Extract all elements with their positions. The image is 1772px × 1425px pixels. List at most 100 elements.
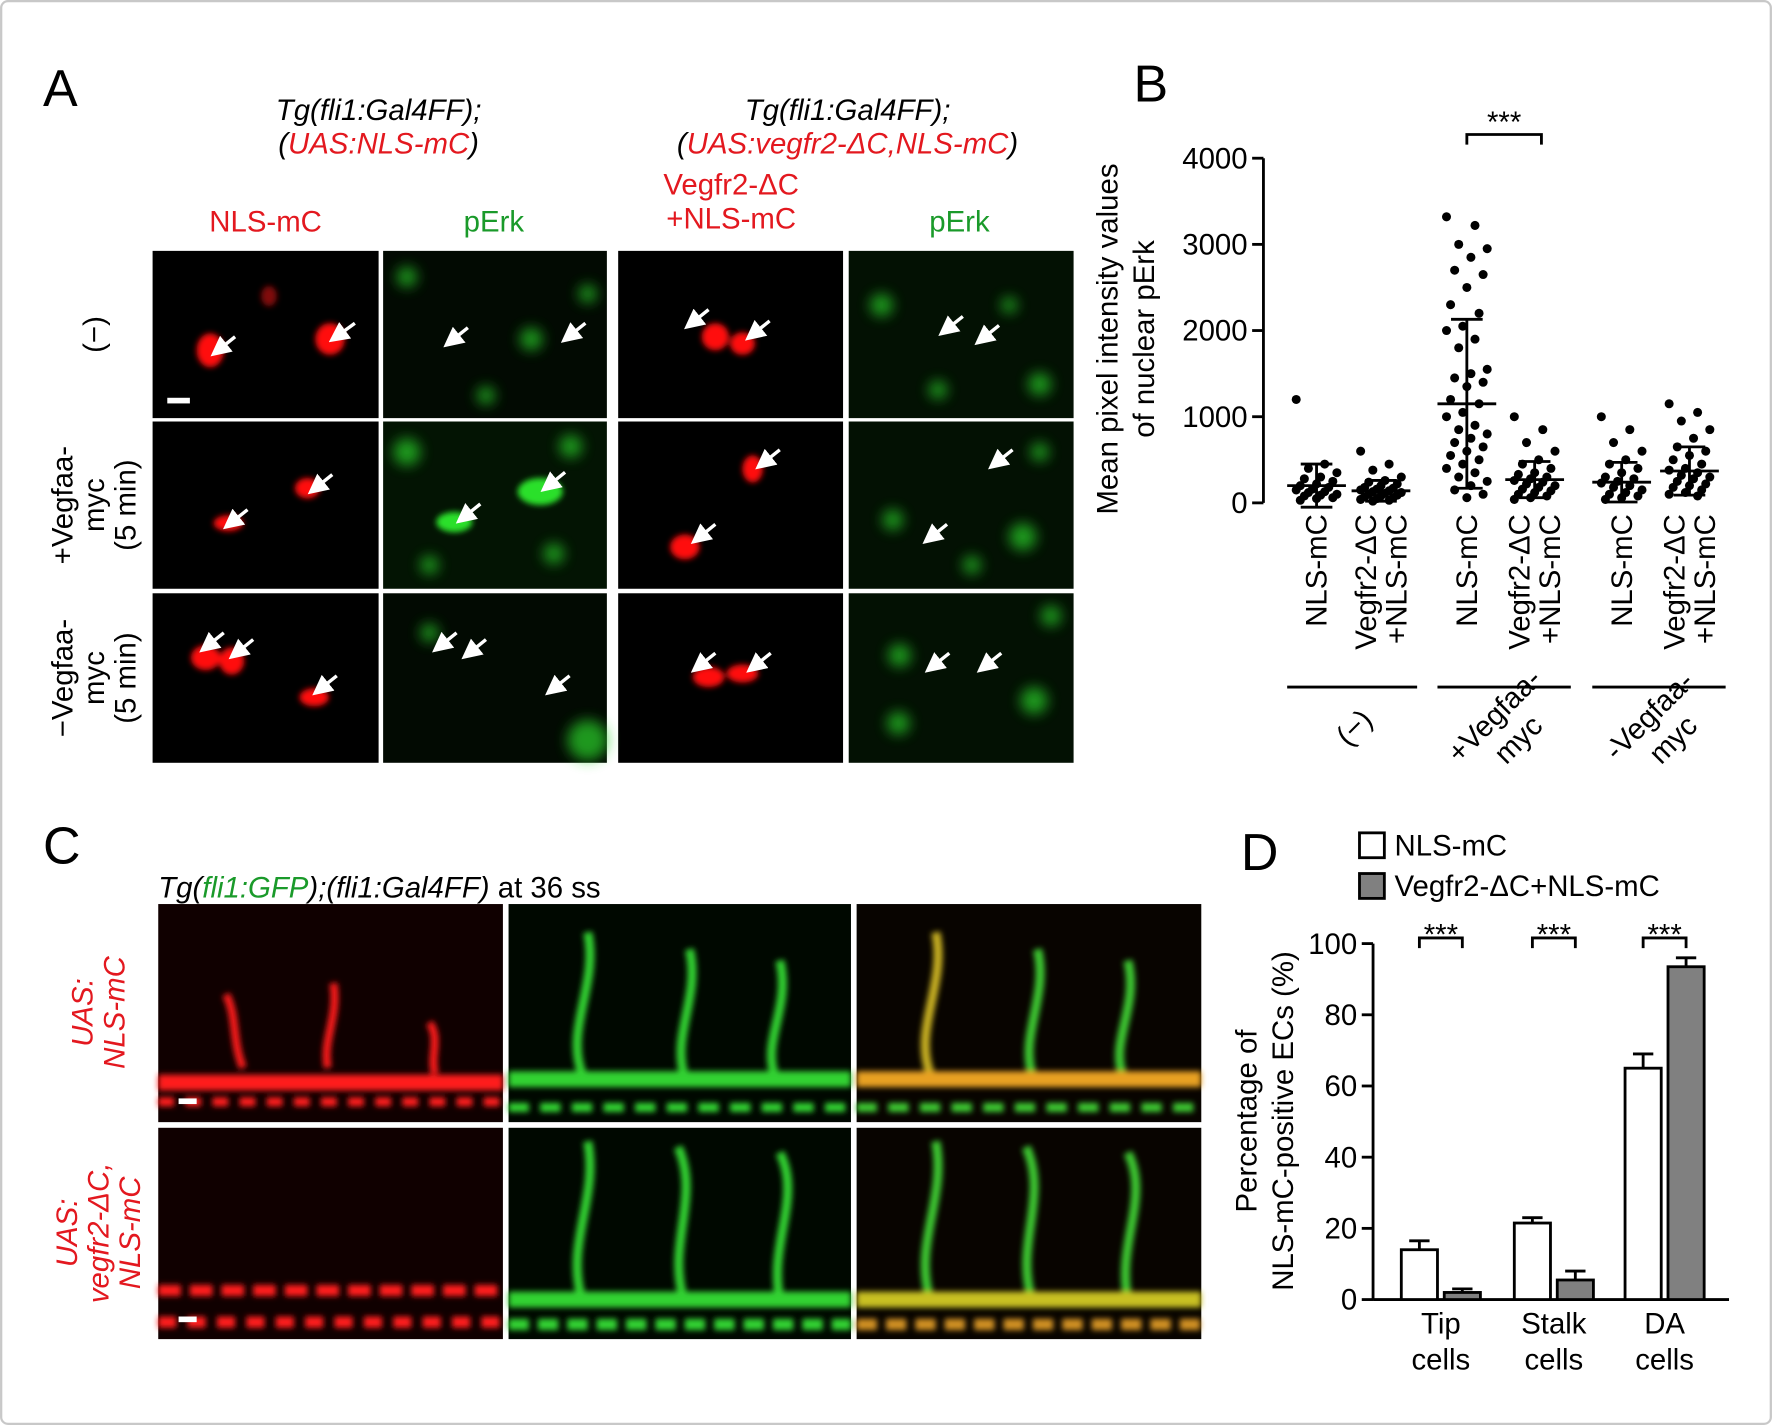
legend-label: NLS-mC: [1395, 829, 1508, 862]
x-tick-label: +NLS-mC: [1534, 514, 1567, 644]
data-point: [1450, 485, 1460, 495]
data-point: [1470, 468, 1480, 478]
x-tick-label: NLS-mC: [1451, 514, 1484, 627]
axis-title: of nuclear pErk: [1128, 240, 1161, 438]
axis-title: Percentage of: [1231, 1029, 1264, 1213]
data-point: [1701, 446, 1711, 456]
x-tick-label: +NLS-mC: [1689, 514, 1722, 644]
image: [618, 250, 844, 419]
x-tick-label: NLS-mC: [1606, 514, 1639, 627]
y-tick-label: 3000: [1182, 229, 1247, 262]
row-label: +Vegfaa-: [46, 446, 79, 564]
significance-bracket: [1465, 133, 1543, 145]
data-point: [1664, 399, 1674, 409]
axis-title: NLS-mC-positive ECs (%): [1267, 951, 1300, 1291]
title-part: at 36 ss: [490, 871, 601, 904]
title-part: (: [677, 128, 690, 161]
error-bar: [1632, 1052, 1654, 1069]
row-label: NLS-mC: [98, 955, 131, 1068]
y-tick-label: 1000: [1182, 401, 1247, 434]
data-point: [1482, 429, 1492, 439]
data-point: [1470, 220, 1480, 230]
data-point: [1466, 369, 1476, 379]
row-label: myc: [78, 478, 111, 532]
bar: [1442, 1291, 1482, 1301]
panel-label: C: [43, 817, 81, 875]
error-bar: [1409, 1239, 1430, 1250]
data-point: [1446, 450, 1456, 461]
row-label: (−): [78, 316, 111, 353]
data-point: [1604, 459, 1614, 469]
panel-title: Tg(fli1:GFP);(fli1:Gal4FF) at 36 ss: [158, 871, 600, 904]
data-point: [1470, 334, 1480, 344]
data-point: [1454, 343, 1464, 353]
data-point: [1609, 438, 1619, 448]
micrographs-a: [152, 250, 1074, 763]
data-point: [1668, 455, 1678, 465]
image: [152, 250, 379, 419]
title-part: UAS:vegfr2-ΔC,NLS-mC: [687, 128, 1009, 161]
significance: ***: [1647, 919, 1681, 952]
title-part: (: [278, 128, 291, 161]
data-point: [1291, 394, 1301, 404]
data-point: [1689, 433, 1699, 443]
data-point: [1542, 491, 1552, 501]
row-label: −Vegfaa-: [46, 619, 79, 737]
sd-bar: [1605, 460, 1638, 504]
data-point: [1466, 433, 1476, 443]
panel-label: A: [43, 60, 78, 118]
row-labels: (−)+Vegfaa-myc(5 min)−Vegfaa-myc(5 min): [46, 316, 142, 737]
sd-bar: [1518, 460, 1551, 500]
title-part: fli1:GFP: [202, 871, 309, 904]
x-tick-label: cells: [1635, 1344, 1694, 1377]
sd-bar: [1300, 462, 1333, 509]
x-tick-label: +NLS-mC: [1380, 514, 1413, 644]
y-tick-label: 0: [1231, 487, 1247, 520]
panel-label: D: [1241, 824, 1279, 882]
error-bar: [1522, 1216, 1543, 1224]
data-point: [1609, 482, 1619, 492]
title-part: ): [466, 128, 479, 161]
group-title: (UAS:vegfr2-ΔC,NLS-mC): [677, 128, 1018, 161]
error-bar: [1565, 1269, 1586, 1280]
data-point: [1550, 446, 1560, 456]
column-label: +NLS-mC: [666, 202, 796, 235]
y-tick-label: 20: [1325, 1213, 1358, 1246]
data-point: [1633, 491, 1643, 501]
data-point: [1546, 463, 1556, 473]
row-label: (5 min): [110, 632, 143, 723]
y-tick-label: 80: [1325, 999, 1358, 1032]
data-point: [1458, 407, 1468, 417]
data-point: [1668, 482, 1678, 492]
data-point: [1458, 459, 1468, 469]
data-point: [1664, 489, 1674, 499]
column-label: pErk: [464, 206, 525, 239]
error-bar: [1675, 956, 1697, 967]
data-point: [1299, 474, 1309, 484]
data-point: [1450, 265, 1460, 275]
panel-label: B: [1133, 56, 1168, 114]
row-label: (5 min): [110, 459, 143, 550]
data-point: [1474, 455, 1484, 465]
data-point: [1295, 495, 1305, 505]
data-point: [1509, 494, 1519, 504]
row-label: myc: [78, 651, 111, 705]
data-point: [1625, 425, 1635, 435]
x-tick-label: DA: [1644, 1307, 1685, 1340]
image: [152, 421, 379, 589]
data-point: [1368, 465, 1378, 475]
bar: [1512, 1221, 1552, 1301]
title-part: Tg(: [158, 871, 205, 904]
data-point: [1697, 459, 1707, 469]
legend-swatch: [1358, 872, 1386, 900]
error-bar: [1452, 1287, 1473, 1293]
data-point: [1466, 252, 1476, 262]
image: [848, 593, 1074, 763]
bar: [1666, 965, 1706, 1301]
data-point: [1676, 416, 1686, 426]
x-tick-label: Vegfr2-ΔC: [1504, 514, 1537, 650]
data-point: [1384, 459, 1394, 469]
data-point: [1482, 364, 1492, 374]
